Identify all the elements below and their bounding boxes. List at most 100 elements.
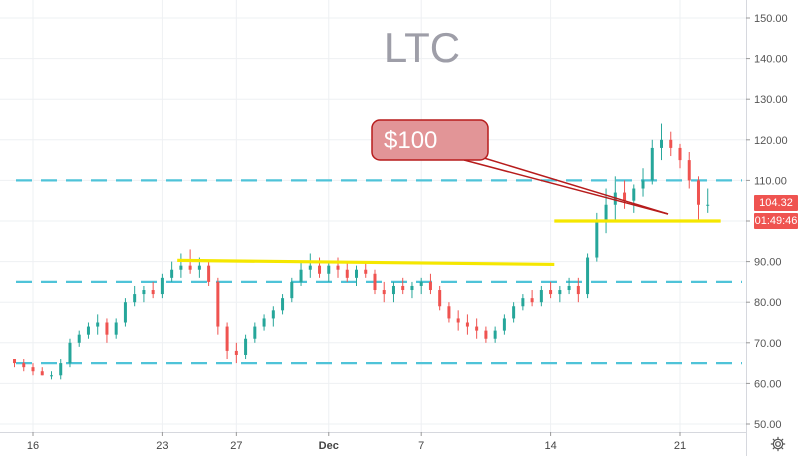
candle-body xyxy=(290,281,294,299)
candle-body xyxy=(650,147,654,181)
candle-body xyxy=(244,338,248,355)
candle-body xyxy=(188,265,192,270)
y-tick-label: 130.00 xyxy=(754,94,788,106)
candle-body xyxy=(225,326,229,351)
candle-body xyxy=(419,281,423,286)
candle-body xyxy=(558,290,562,295)
candle-body xyxy=(660,139,664,148)
candle-body xyxy=(456,318,460,323)
candle-body xyxy=(604,204,608,221)
candle-body xyxy=(179,265,183,270)
y-tick-label: 80.00 xyxy=(754,297,782,309)
gear-icon[interactable] xyxy=(770,436,786,452)
x-tick-label: 27 xyxy=(230,440,242,452)
candle-body xyxy=(447,306,451,319)
candle-body xyxy=(669,139,673,148)
candle-body xyxy=(22,363,26,368)
candle-body xyxy=(234,350,238,355)
x-tick-label: 16 xyxy=(27,440,39,452)
candle-body xyxy=(373,273,377,291)
annotation-text: $100 xyxy=(384,127,437,154)
candle-body xyxy=(401,285,405,291)
y-tick-label: 50.00 xyxy=(754,419,782,431)
candle-body xyxy=(271,310,275,319)
candle-body xyxy=(336,265,340,270)
candle-body xyxy=(216,281,220,327)
candle-body xyxy=(696,180,700,205)
candle-body xyxy=(77,334,81,343)
candle-body xyxy=(595,221,599,258)
candle-body xyxy=(410,285,414,291)
candle-body xyxy=(40,371,44,376)
y-tick-label: 60.00 xyxy=(754,378,782,390)
y-tick-label: 70.00 xyxy=(754,338,782,350)
x-tick-label: 23 xyxy=(156,440,168,452)
candle-body xyxy=(123,302,127,323)
chart-title: LTC xyxy=(384,24,460,71)
candle-body xyxy=(31,367,35,372)
y-axis: 150.00140.00130.00120.00110.00100.0090.0… xyxy=(746,0,788,456)
y-tick-label: 140.00 xyxy=(754,54,788,66)
y-tick-label: 90.00 xyxy=(754,257,782,269)
candle-body xyxy=(49,375,53,377)
candle-body xyxy=(207,265,211,282)
candle-body xyxy=(493,330,497,339)
callout-pointer-line xyxy=(483,157,669,215)
candle-body xyxy=(641,180,645,189)
gridlines xyxy=(0,0,746,432)
candle-body xyxy=(318,265,322,274)
candle-body xyxy=(170,269,174,278)
candle-body xyxy=(253,326,257,339)
y-tick-label: 110.00 xyxy=(754,175,787,187)
candle-body xyxy=(151,290,155,295)
y-tick-label: 120.00 xyxy=(754,135,788,147)
candle-body xyxy=(465,322,469,327)
candle-body xyxy=(567,285,571,291)
candle-body xyxy=(586,257,590,295)
support-lines xyxy=(177,219,721,267)
candle-body xyxy=(382,290,386,295)
candle-body xyxy=(475,326,479,331)
yellow-support-line xyxy=(177,258,555,267)
candle-body xyxy=(428,281,432,291)
candle-body xyxy=(345,269,349,278)
callout-pointer-line xyxy=(463,159,669,215)
candle-body xyxy=(299,269,303,282)
candle-body xyxy=(105,322,109,335)
candle-body xyxy=(142,290,146,295)
candle-body xyxy=(484,330,488,339)
candle-body xyxy=(13,359,17,364)
candle-body xyxy=(308,265,312,270)
candle-body xyxy=(364,269,368,274)
x-tick-label: Dec xyxy=(319,440,339,452)
candle-body xyxy=(706,204,710,206)
candle-body xyxy=(521,298,525,307)
candle-body xyxy=(549,290,553,295)
x-axis: 16 23 27 Dec 7 14 21 xyxy=(0,432,746,452)
candle-body xyxy=(502,318,506,331)
candle-body xyxy=(262,318,266,327)
candle-body xyxy=(512,306,516,319)
annotation-callout: $100 xyxy=(371,119,669,215)
candle-body xyxy=(355,269,358,278)
candle-body xyxy=(281,298,285,311)
candle-body xyxy=(68,342,72,364)
candle-body xyxy=(687,160,691,181)
x-tick-label: 7 xyxy=(418,440,424,452)
candle-body xyxy=(133,294,137,303)
candle-body xyxy=(96,322,100,327)
candle-body xyxy=(327,265,331,274)
candle-body xyxy=(59,363,63,376)
candle-body xyxy=(160,277,164,295)
x-tick-label: 21 xyxy=(674,440,686,452)
y-tick-label: 150.00 xyxy=(754,13,788,25)
candle-body xyxy=(197,265,201,270)
candle-body xyxy=(632,188,636,201)
candle-body xyxy=(86,326,90,335)
candle-body xyxy=(678,147,682,161)
x-tick-label: 14 xyxy=(544,440,556,452)
candle-body xyxy=(576,285,580,295)
candles xyxy=(13,123,710,380)
